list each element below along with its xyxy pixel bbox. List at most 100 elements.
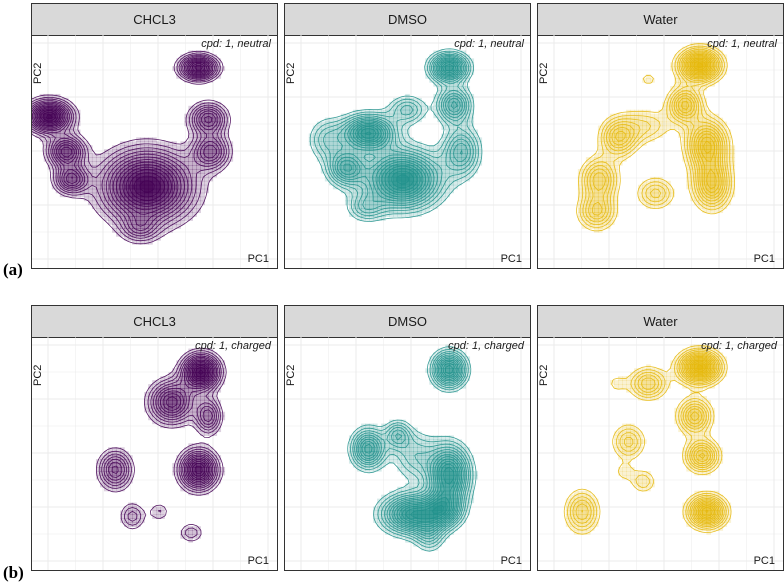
- density-cell: [365, 424, 370, 429]
- density-cell: [421, 177, 426, 182]
- density-cell: [413, 459, 418, 464]
- density-cell: [196, 491, 201, 496]
- density-cell: [646, 114, 651, 119]
- density-cell: [638, 110, 643, 115]
- density-cell: [180, 205, 185, 210]
- density-cell: [698, 435, 703, 440]
- density-cell: [52, 98, 57, 103]
- density-cell: [341, 149, 346, 154]
- density-cell: [381, 201, 386, 206]
- density-cell: [421, 435, 426, 440]
- density-cell: [694, 173, 699, 178]
- density-cell: [622, 384, 627, 389]
- density-cell: [457, 145, 462, 150]
- density-cell: [369, 205, 374, 210]
- density-cell: [646, 78, 651, 83]
- density-cell: [112, 451, 117, 456]
- density-cell: [405, 177, 410, 182]
- density-cell: [433, 66, 438, 71]
- density-cell: [425, 510, 430, 515]
- density-cell: [453, 86, 458, 91]
- density-cell: [449, 126, 454, 131]
- x-axis-label: PC1: [754, 253, 775, 265]
- density-cell: [602, 153, 607, 158]
- density-cell: [116, 145, 121, 150]
- density-cell: [614, 149, 619, 154]
- density-cell: [417, 510, 422, 515]
- density-cell: [670, 62, 675, 67]
- density-cell: [180, 149, 185, 154]
- density-cell: [192, 189, 197, 194]
- density-cell: [698, 110, 703, 115]
- density-cell: [204, 416, 209, 421]
- density-cell: [309, 137, 314, 142]
- density-cell: [582, 177, 587, 182]
- density-cell: [618, 384, 623, 389]
- density-cell: [670, 193, 675, 198]
- density-cell: [594, 189, 599, 194]
- density-cell: [389, 428, 394, 433]
- density-cell: [188, 165, 193, 170]
- density-cell: [654, 114, 659, 119]
- density-cell: [413, 447, 418, 452]
- density-cell: [441, 177, 446, 182]
- density-cell: [381, 110, 386, 115]
- density-cell: [188, 416, 193, 421]
- density-cell: [606, 118, 611, 123]
- density-cell: [112, 185, 117, 190]
- density-cell: [642, 110, 647, 115]
- density-cell: [401, 185, 406, 190]
- density-cell: [409, 443, 414, 448]
- density-cell: [192, 161, 197, 166]
- density-cell: [409, 447, 414, 452]
- density-plot: [285, 35, 530, 268]
- density-cell: [144, 137, 149, 142]
- density-cell: [690, 435, 695, 440]
- density-cell: [321, 137, 326, 142]
- density-cell: [184, 372, 189, 377]
- density-cell: [658, 114, 663, 119]
- density-cell: [457, 66, 462, 71]
- density-cell: [192, 165, 197, 170]
- density-cell: [373, 177, 378, 182]
- density-cell: [144, 185, 149, 190]
- density-cell: [433, 102, 438, 107]
- density-cell: [622, 122, 627, 127]
- panel-annotation: cpd: 1, charged: [195, 340, 271, 352]
- density-cell: [333, 137, 338, 142]
- density-cell: [397, 114, 402, 119]
- density-cell: [389, 447, 394, 452]
- density-cell: [457, 129, 462, 134]
- density-cell: [64, 141, 69, 146]
- density-cell: [192, 404, 197, 409]
- density-cell: [196, 455, 201, 460]
- facet-strip-title: Water: [538, 306, 783, 338]
- density-cell: [112, 181, 117, 186]
- density-cell: [180, 145, 185, 150]
- density-cell: [144, 173, 149, 178]
- density-cell: [128, 514, 133, 519]
- density-cell: [192, 408, 197, 413]
- density-cell: [602, 197, 607, 202]
- density-cell: [333, 133, 338, 138]
- density-cell: [646, 380, 651, 385]
- density-cell: [417, 439, 422, 444]
- density-cell: [116, 208, 121, 213]
- density-cell: [409, 459, 414, 464]
- density-plot: [285, 337, 530, 570]
- row-label-b: (b): [3, 563, 24, 583]
- density-cell: [421, 165, 426, 170]
- density-cell: [180, 530, 185, 535]
- density-cell: [441, 161, 446, 166]
- density-cell: [136, 141, 141, 146]
- density-cell: [686, 435, 691, 440]
- density-cell: [104, 157, 109, 162]
- density-cell: [626, 384, 631, 389]
- density-cell: [686, 177, 691, 182]
- density-cell: [662, 118, 667, 123]
- density-cell: [140, 216, 145, 221]
- density-cell: [184, 189, 189, 194]
- density-cell: [706, 153, 711, 158]
